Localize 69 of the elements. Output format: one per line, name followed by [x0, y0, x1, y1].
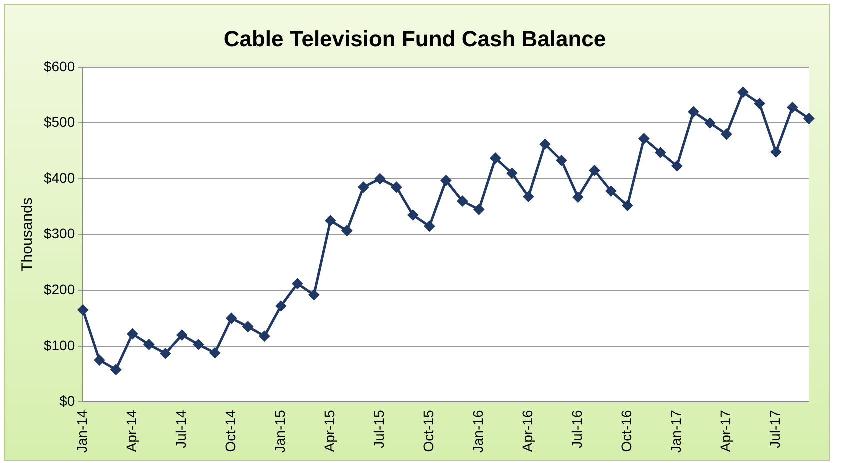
y-tick-label: $500 — [44, 114, 76, 130]
x-tick-label: Apr-16 — [520, 410, 536, 452]
point — [474, 204, 485, 216]
point — [308, 290, 320, 301]
point — [738, 87, 749, 98]
x-tick-label: Oct-14 — [222, 410, 239, 452]
point — [424, 220, 436, 232]
x-tick-label: Jul-14 — [173, 410, 190, 448]
x-tick-label: Oct-16 — [618, 410, 635, 452]
point — [176, 330, 188, 341]
x-tick-label: Jan-14 — [74, 410, 90, 454]
point — [292, 278, 304, 290]
point — [540, 138, 551, 150]
y-tick-label: $0 — [60, 393, 76, 410]
point — [787, 102, 798, 114]
point — [638, 133, 650, 144]
point — [408, 210, 419, 221]
point — [259, 330, 270, 342]
point — [589, 165, 600, 176]
y-tick-label: $200 — [44, 281, 76, 298]
x-tick-label: Jul-17 — [767, 410, 784, 448]
x-tick-label: Jul-16 — [569, 410, 586, 448]
point — [704, 118, 716, 129]
y-tick-label: $600 — [44, 58, 76, 74]
point — [374, 174, 386, 184]
point — [391, 182, 402, 193]
y-tick-label: $100 — [44, 337, 76, 354]
point — [490, 152, 502, 164]
x-tick-label: Oct-15 — [420, 410, 437, 452]
point — [325, 215, 336, 226]
point — [440, 175, 452, 186]
point — [804, 113, 815, 124]
point — [506, 168, 518, 179]
point — [144, 339, 155, 350]
point — [457, 196, 468, 207]
y-tick-label: $400 — [44, 170, 76, 186]
point — [276, 300, 287, 312]
x-tick-label: Jul-15 — [371, 410, 388, 448]
point — [94, 354, 106, 366]
point — [754, 98, 766, 110]
point — [688, 106, 700, 118]
point — [721, 128, 732, 140]
point — [556, 155, 568, 166]
chart-title: Cable Television Fund Cash Balance — [224, 26, 606, 52]
point — [127, 328, 138, 340]
y-tick-label: $300 — [44, 226, 76, 242]
point — [606, 186, 617, 197]
point — [78, 304, 89, 316]
point — [193, 339, 204, 350]
point — [622, 200, 634, 212]
point — [572, 192, 584, 203]
point — [242, 321, 254, 332]
point — [358, 182, 370, 193]
point — [672, 160, 683, 172]
x-tick-label: Apr-15 — [322, 410, 338, 452]
point — [523, 191, 534, 202]
point — [226, 312, 238, 324]
point — [210, 348, 221, 359]
x-tick-label: Jan-15 — [272, 410, 288, 454]
point — [655, 147, 666, 158]
x-tick-label: Apr-14 — [124, 410, 140, 452]
y-axis-title: Thousands — [19, 198, 36, 272]
point — [770, 146, 782, 158]
x-tick-label: Apr-17 — [718, 410, 734, 452]
x-tick-label: Jan-17 — [668, 410, 684, 454]
point — [110, 364, 122, 376]
x-tick-label: Jan-16 — [470, 410, 486, 454]
point — [342, 225, 353, 236]
point — [160, 348, 172, 360]
